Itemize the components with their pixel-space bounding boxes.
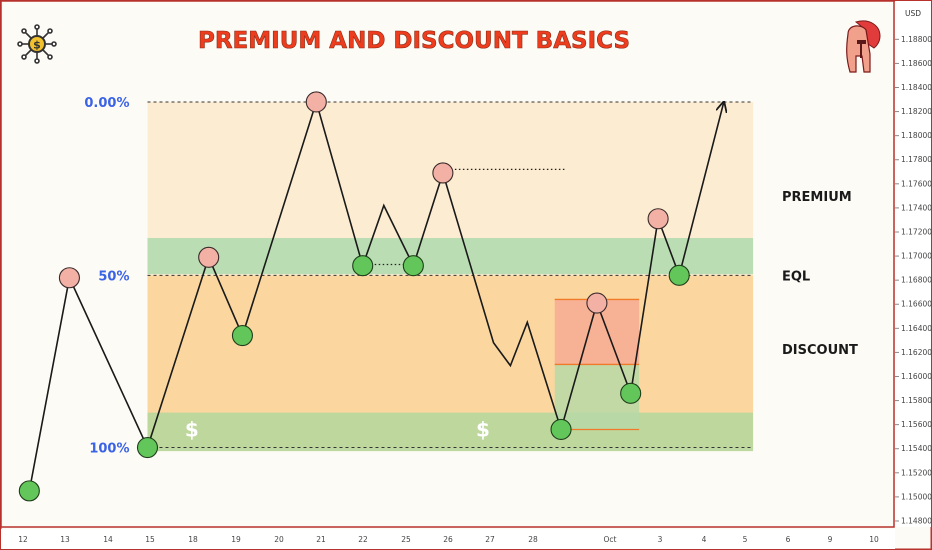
x-tick-label: 27 [485,535,495,544]
swing-low-point [136,436,159,459]
chart-title: PREMIUM AND DISCOUNT BASICS [198,28,630,54]
x-tick-label: 10 [869,535,879,544]
y-tick-label: 1.15800 [901,396,932,405]
dollar-mark: $ [476,417,490,441]
y-tick-label: 1.17400 [901,203,932,212]
fib-level-label: 100% [89,442,129,457]
x-tick-label: 21 [316,535,326,544]
y-tick-label: 1.15600 [901,420,932,429]
y-tick-label: 1.16000 [901,372,932,381]
currency-label: USD [905,9,921,18]
dollar-circuit-logo-icon: $ [17,24,57,64]
x-tick-label: 4 [702,535,707,544]
zone-label: PREMIUM [782,190,852,205]
y-tick-label: 1.17200 [901,227,932,236]
x-tick-label: 20 [274,535,284,544]
swing-low-point [352,255,374,277]
y-tick-label: 1.17800 [901,155,932,164]
x-tick-label: 28 [528,535,538,544]
y-tick-label: 1.16600 [901,300,932,309]
x-tick-label: 3 [658,535,663,544]
y-tick-label: 1.16800 [901,276,932,285]
swing-high-point [647,208,669,230]
swing-low-point [231,324,253,347]
swing-high-point [305,91,327,113]
swing-high-point [586,292,608,314]
swing-low-point [550,418,572,441]
y-tick-label: 1.15200 [901,468,932,477]
x-tick-label: Oct [604,535,617,544]
swing-low-point [620,382,642,404]
x-tick-label: 9 [828,535,833,544]
price-axis[interactable]: USD [895,1,931,527]
swing-high-point [58,267,80,289]
fib-level-label: 0.00% [84,96,129,111]
y-tick-label: 1.15400 [901,444,932,453]
zone-label: EQL [782,269,810,284]
x-tick-label: 19 [231,535,241,544]
y-tick-label: 1.15000 [901,492,932,501]
y-tick-label: 1.18000 [901,131,932,140]
swing-high-point [432,162,454,184]
y-tick-label: 1.16400 [901,324,932,333]
x-tick-label: 25 [401,535,411,544]
spartan-helmet-logo-icon [846,20,881,73]
swing-low-point [18,480,40,502]
y-tick-label: 1.14800 [901,516,932,525]
demand-zone [147,412,754,452]
y-tick-label: 1.18200 [901,107,932,116]
time-axis[interactable] [1,529,895,549]
swing-low-point [668,264,690,286]
y-tick-label: 1.17000 [901,252,932,261]
zone-label: DISCOUNT [782,343,858,358]
svg-text:$: $ [33,39,41,52]
x-tick-label: 6 [786,535,791,544]
x-tick-label: 5 [743,535,748,544]
x-tick-label: 18 [188,535,198,544]
x-tick-label: 22 [358,535,368,544]
eql-zone [147,238,754,275]
plot-area-frame [0,0,895,528]
x-tick-label: 13 [60,535,70,544]
dollar-mark: $ [185,417,199,441]
swing-low-point [402,255,424,277]
swing-high-point [198,246,220,268]
y-tick-label: 1.16200 [901,348,932,357]
fib-level-label: 50% [98,269,129,284]
x-tick-label: 15 [145,535,155,544]
y-tick-label: 1.18400 [901,83,932,92]
y-tick-label: 1.18800 [901,35,932,44]
x-tick-label: 26 [443,535,453,544]
y-tick-label: 1.17600 [901,179,932,188]
x-tick-label: 14 [103,535,113,544]
x-tick-label: 12 [18,535,28,544]
y-tick-label: 1.18600 [901,59,932,68]
